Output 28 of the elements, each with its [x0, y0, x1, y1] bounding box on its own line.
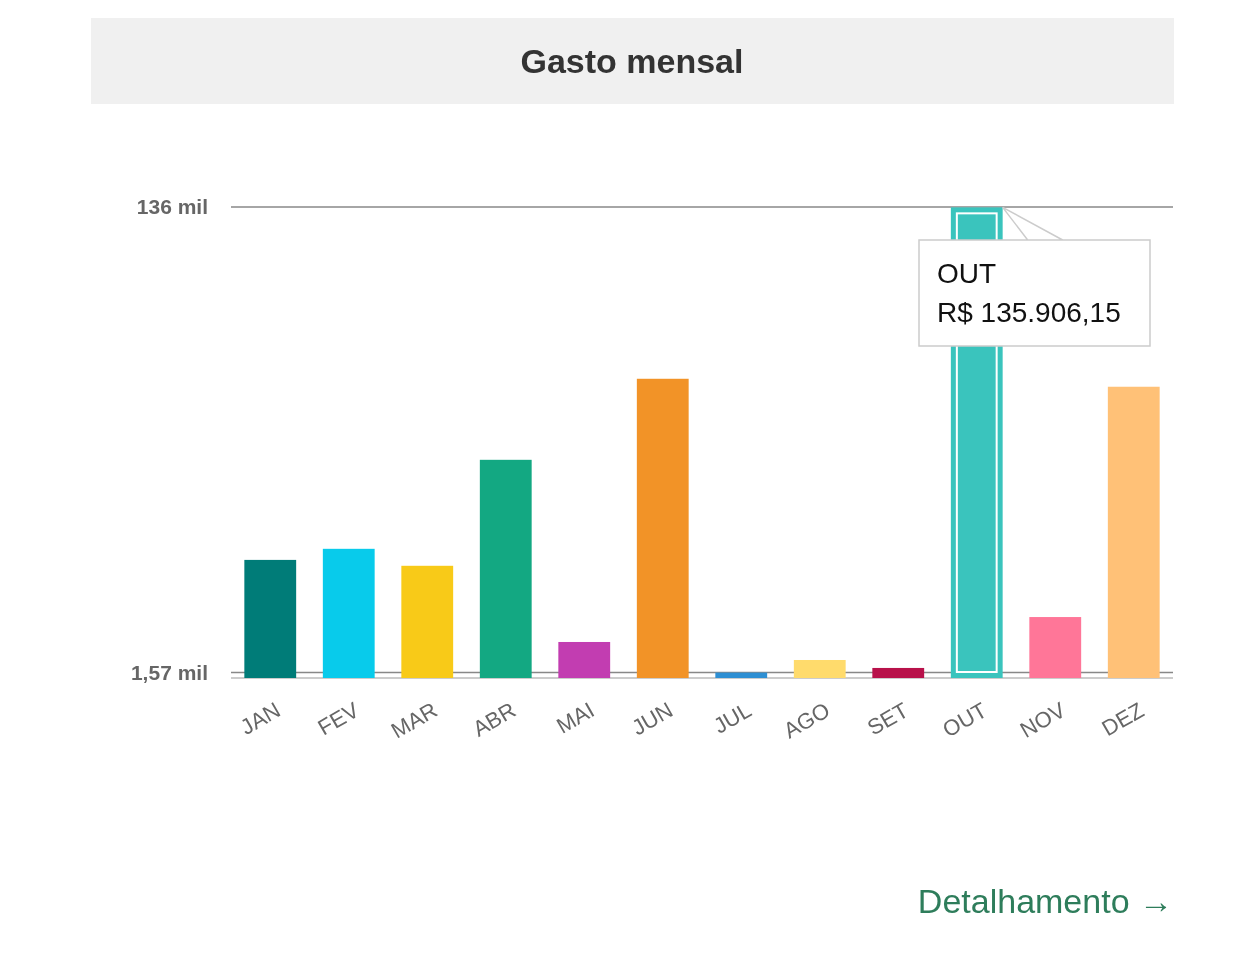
x-tick-label: JUN	[627, 697, 678, 741]
y-tick-label: 136 mil	[136, 195, 208, 218]
bar	[715, 672, 768, 678]
bar	[872, 667, 925, 678]
x-tick-label: DEZ	[1097, 697, 1149, 741]
x-tick-label: OUT	[938, 697, 992, 743]
bar	[479, 459, 532, 678]
bar	[793, 659, 846, 678]
annotation: OUT R$ 135.906,15	[937, 258, 1121, 328]
x-tick-label: NOV	[1015, 697, 1070, 743]
x-tick-label: JAN	[236, 697, 285, 740]
bar	[244, 559, 297, 678]
bar	[1029, 617, 1082, 678]
x-tick-label: MAI	[552, 697, 599, 739]
x-tick-label: AGO	[779, 697, 835, 744]
bar	[322, 548, 375, 678]
x-tick-label: FEV	[313, 697, 364, 741]
x-tick-label: MAR	[386, 697, 442, 744]
x-tick-label: SET	[863, 697, 913, 741]
x-tick-label: JUL	[709, 697, 756, 739]
bar	[401, 565, 454, 678]
chart-title: Gasto mensal	[520, 42, 744, 80]
bar	[558, 641, 611, 678]
bar	[636, 378, 689, 678]
x-tick-label: ABR	[468, 697, 521, 742]
bar	[1107, 386, 1160, 678]
y-tick-label: 1,57 mil	[130, 660, 208, 684]
text: Detalhamento →	[917, 882, 1173, 920]
